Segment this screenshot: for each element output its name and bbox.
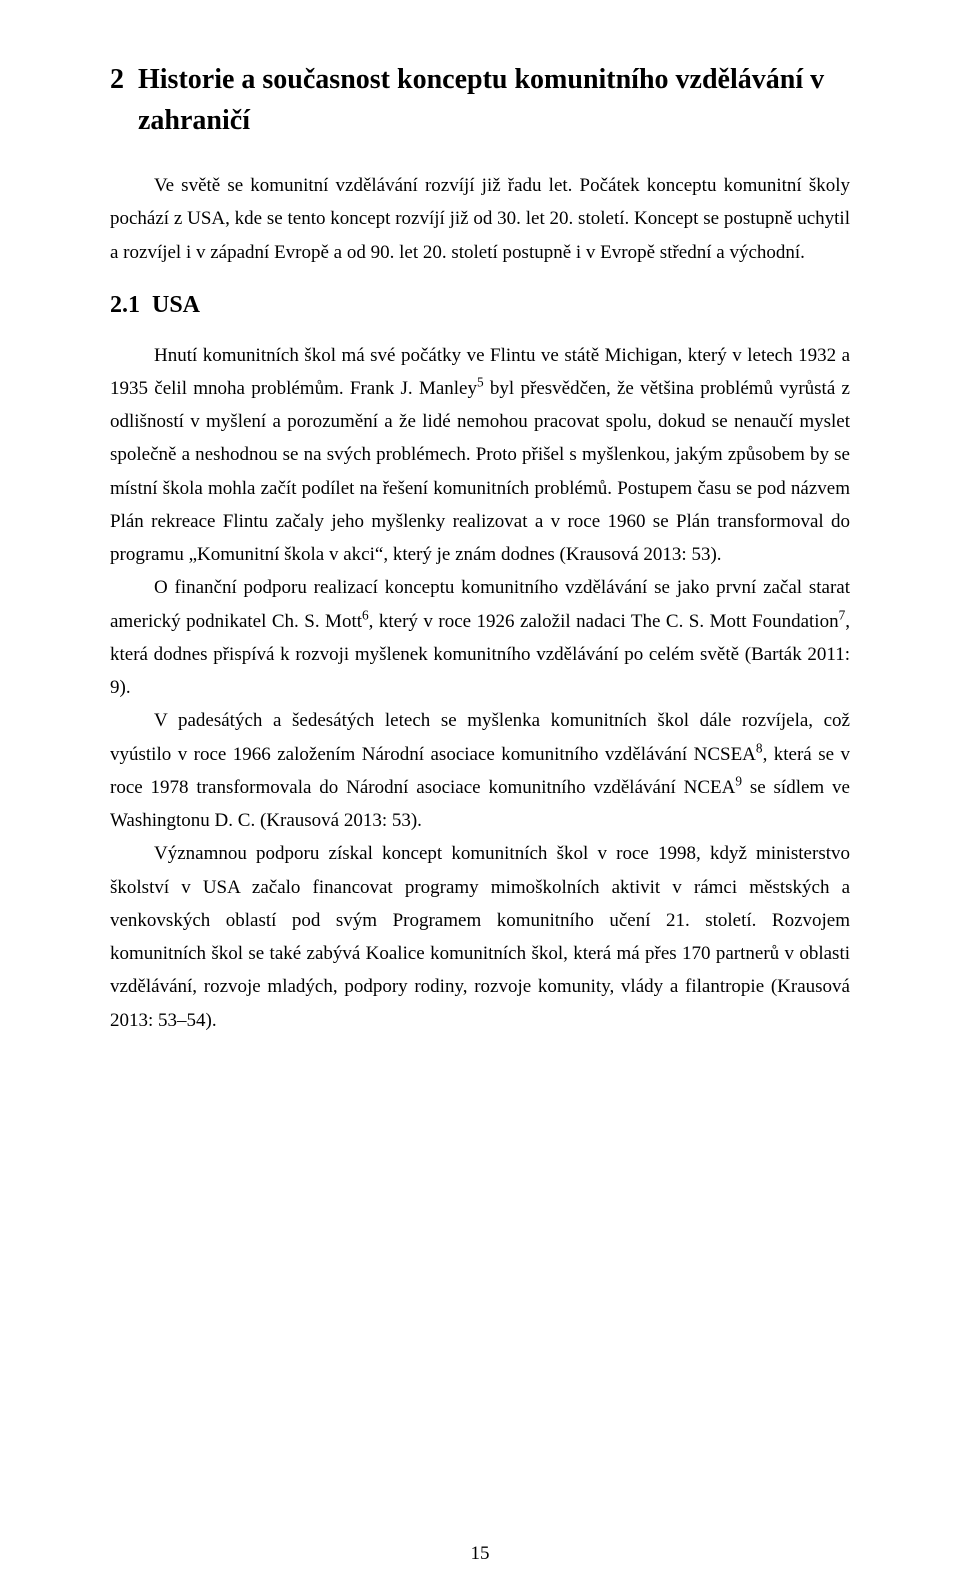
lead-paragraph: Ve světě se komunitní vzdělávání rozvíjí… bbox=[110, 169, 850, 269]
heading-2-text: USA bbox=[152, 292, 200, 318]
body-paragraph: Hnutí komunitních škol má své počátky ve… bbox=[110, 339, 850, 572]
heading-level-2: 2.1 USA bbox=[110, 289, 850, 323]
text-run: , který v roce 1926 založil nadaci The C… bbox=[369, 611, 839, 632]
body-paragraph: O finanční podporu realizací konceptu ko… bbox=[110, 571, 850, 704]
page-number: 15 bbox=[0, 1543, 960, 1565]
text-run: byl přesvědčen, že většina problémů vyrů… bbox=[110, 378, 850, 565]
text-run: V padesátých a šedesátých letech se myšl… bbox=[110, 710, 850, 764]
footnote-ref: 9 bbox=[735, 773, 742, 788]
heading-1-text: Historie a současnost konceptu komunitní… bbox=[138, 64, 824, 136]
heading-2-number: 2.1 bbox=[110, 292, 140, 318]
body-paragraph: V padesátých a šedesátých letech se myšl… bbox=[110, 704, 850, 837]
document-page: 2 Historie a současnost konceptu komunit… bbox=[0, 0, 960, 1593]
heading-level-1: 2 Historie a současnost konceptu komunit… bbox=[110, 60, 850, 141]
footnote-ref: 8 bbox=[756, 740, 763, 755]
body-paragraph: Významnou podporu získal koncept komunit… bbox=[110, 837, 850, 1037]
footnote-ref: 6 bbox=[362, 607, 369, 622]
footnote-ref: 5 bbox=[477, 374, 484, 389]
heading-1-number: 2 bbox=[110, 64, 124, 95]
